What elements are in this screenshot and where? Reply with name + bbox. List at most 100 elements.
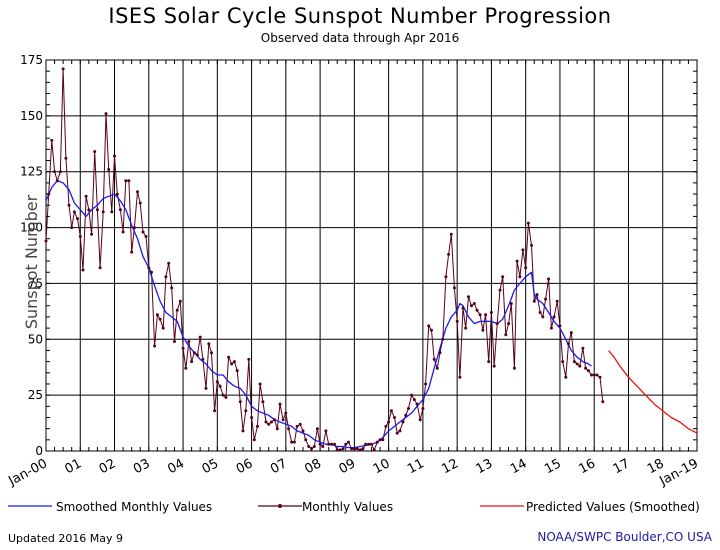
monthly-point [315,427,319,431]
grid [45,59,698,452]
monthly-point [372,448,376,452]
monthly-point [181,346,185,350]
x-tick-label: 15 [542,456,564,477]
monthly-point [569,331,573,335]
monthly-point [584,366,588,370]
monthly-point [424,382,428,386]
axis-ticks [45,59,698,452]
monthly-point [81,268,85,272]
monthly-point [461,306,465,310]
monthly-point [215,380,219,384]
monthly-point [304,438,308,442]
monthly-point [107,168,111,171]
monthly-point [524,266,528,270]
x-tick-label: 16 [576,456,598,477]
monthly-point [592,373,596,377]
monthly-point [341,447,345,451]
monthly-point [230,362,234,366]
monthly-point [344,442,348,446]
x-tick-label: Jan-00 [6,456,50,489]
monthly-point [407,407,410,410]
monthly-point [127,179,131,183]
monthly-point [530,243,533,247]
monthly-point [292,440,296,444]
monthly-point [567,342,570,346]
y-tick-label: 175 [20,53,43,67]
monthly-point [198,335,202,339]
monthly-point [395,431,399,435]
monthly-point [261,400,265,404]
monthly-point [227,355,231,359]
monthly-point [167,261,171,265]
monthly-point [247,357,251,361]
monthly-point [238,400,242,404]
monthly-point [58,170,62,174]
x-tick-label: 17 [611,456,633,477]
x-tick-label: 14 [508,456,530,477]
monthly-point [150,270,153,274]
monthly-point [273,418,276,422]
monthly-point [518,275,522,279]
x-tick-label: 04 [165,456,187,477]
monthly-point [218,384,222,388]
monthly-point [532,299,536,303]
monthly-point [235,369,239,373]
monthly-point [138,201,142,205]
monthly-point [312,445,316,448]
monthly-point [201,357,205,361]
legend-label: Smoothed Monthly Values [56,500,212,514]
monthly-point [504,333,508,337]
monthly-point [264,420,268,424]
x-tick-label: 09 [337,456,359,477]
monthly-point [310,447,313,451]
monthly-point [564,375,568,379]
monthly-point [509,302,513,305]
monthly-point [364,442,368,446]
monthly-point [278,402,282,406]
monthly-point [144,235,148,238]
monthly-point [170,286,174,290]
monthly-point [521,248,525,252]
monthly-point [378,438,382,442]
monthly-point [586,369,590,373]
monthly-point [190,360,194,364]
monthly-point [173,340,176,343]
x-tick-label: 02 [97,456,119,477]
y-tick-label: 100 [20,221,43,235]
monthly-point [287,427,291,431]
monthly-point [464,326,468,330]
monthly-point [184,366,188,370]
monthly-point [72,210,76,214]
monthly-point [195,353,199,357]
monthly-point [558,324,562,328]
series-line-monthly-values [45,68,604,451]
monthly-point [121,230,125,234]
x-tick-label: 05 [200,456,222,477]
monthly-point [70,226,74,230]
monthly-point [575,362,579,366]
monthly-point [153,344,157,348]
monthly-point [244,409,248,413]
monthly-point [492,364,496,368]
monthly-point [47,192,51,196]
x-tick-label: 10 [371,456,393,477]
monthly-point [375,440,379,444]
monthly-point [444,275,448,279]
monthly-point [384,424,388,428]
monthly-point [512,366,516,370]
monthly-point [547,277,551,281]
monthly-point [124,179,128,183]
monthly-point [430,328,433,332]
monthly-point [95,208,99,212]
monthly-point [549,326,553,330]
monthly-point [101,210,105,214]
monthly-point [104,112,108,116]
monthly-point [321,445,325,448]
plot-frame [45,59,698,452]
monthly-point [489,311,493,314]
monthly-point [350,447,354,451]
monthly-point [412,398,416,402]
monthly-point [76,217,79,221]
x-tick-label: 12 [439,456,461,477]
monthly-point [178,299,182,303]
